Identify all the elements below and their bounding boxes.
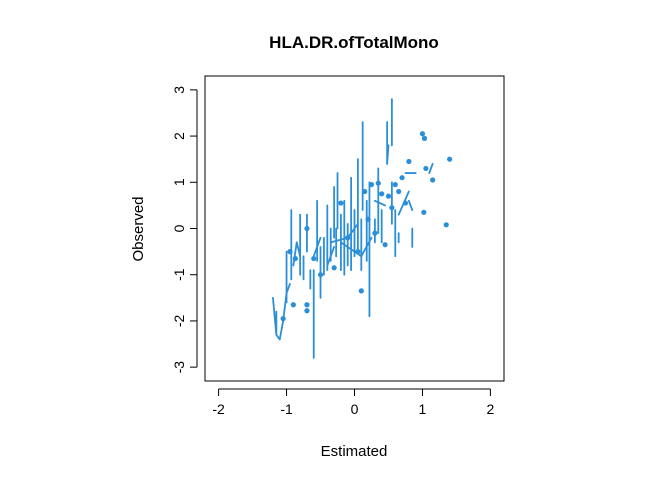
data-segment — [360, 236, 373, 258]
data-segment — [373, 199, 386, 207]
y-tick-label: -3 — [171, 361, 187, 374]
data-point — [311, 255, 317, 262]
data-point — [447, 156, 453, 162]
x-tick-label: -2 — [212, 401, 225, 417]
data-point — [423, 165, 429, 172]
data-segment — [292, 241, 298, 267]
data-point — [406, 158, 412, 165]
x-tick-label: 2 — [487, 401, 495, 417]
data-point — [338, 200, 344, 206]
data-point — [396, 188, 402, 195]
data-point — [379, 191, 385, 197]
data-point — [399, 175, 405, 181]
data-point — [331, 265, 337, 271]
y-tick-label: -2 — [171, 314, 187, 327]
y-axis-title: Observed — [130, 196, 147, 261]
chart-title: HLA.DR.ofTotalMono — [269, 33, 439, 52]
data-segment — [278, 320, 285, 341]
data-segment — [407, 199, 414, 211]
data-point — [419, 131, 426, 137]
data-point — [358, 288, 364, 294]
y-axis: -3 -2 -1 0 1 2 3 — [171, 86, 198, 374]
plot-frame — [204, 75, 505, 382]
data-segment — [397, 190, 410, 216]
data-point — [290, 302, 296, 308]
data-segment — [326, 246, 336, 267]
data-point — [385, 193, 392, 199]
y-tick-label: 0 — [171, 224, 187, 232]
data-point — [430, 177, 436, 183]
data-segment — [312, 236, 322, 258]
data-point — [421, 209, 427, 215]
series-layer — [272, 98, 453, 359]
data-segment — [428, 162, 434, 174]
y-tick-label: 2 — [171, 132, 187, 140]
data-point — [392, 181, 398, 188]
x-tick-label: 1 — [419, 401, 427, 417]
data-point — [421, 135, 428, 141]
x-tick-label: 0 — [351, 401, 359, 417]
data-point — [304, 308, 310, 314]
y-tick-label: -1 — [171, 268, 187, 281]
x-tick-label: -1 — [280, 401, 293, 417]
y-tick-label: 3 — [171, 86, 187, 94]
data-segment — [386, 144, 390, 165]
data-point — [382, 242, 388, 248]
data-segment — [346, 222, 359, 239]
data-segment — [340, 241, 363, 258]
data-point — [443, 222, 449, 228]
x-axis-title: Estimated — [321, 443, 388, 460]
data-point — [304, 302, 310, 308]
data-segment — [329, 236, 349, 244]
x-axis: -2 -1 0 1 2 — [212, 388, 495, 417]
y-tick-label: 1 — [171, 178, 187, 186]
